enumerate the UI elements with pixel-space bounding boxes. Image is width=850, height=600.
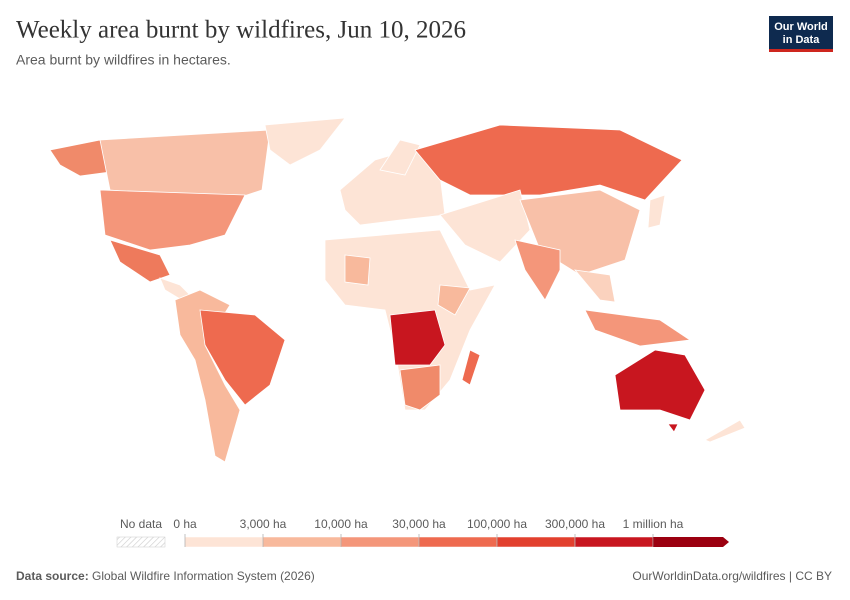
country xyxy=(461,349,481,386)
legend-bin xyxy=(574,536,654,548)
country xyxy=(704,419,746,443)
legend-label: 0 ha xyxy=(173,517,197,531)
legend-bin xyxy=(496,536,576,548)
country xyxy=(574,269,616,303)
title: Weekly area burnt by wildfires, Jun 10, … xyxy=(16,17,466,44)
legend-bin xyxy=(653,537,729,547)
legend-label: 10,000 ha xyxy=(314,517,368,531)
legend-bin xyxy=(340,536,420,548)
country xyxy=(344,254,371,286)
country xyxy=(99,129,271,201)
logo: Our World in Data xyxy=(769,16,833,52)
footer-link[interactable]: OurWorldinData.org/wildfires | CC BY xyxy=(632,569,832,583)
subtitle: Area burnt by wildfires in hectares. xyxy=(16,52,231,68)
country xyxy=(174,289,241,463)
country xyxy=(399,364,441,411)
country xyxy=(379,139,421,176)
legend-label: 100,000 ha xyxy=(467,517,527,531)
country xyxy=(49,139,111,177)
logo-text: in Data xyxy=(783,34,821,46)
source-label: Data source: xyxy=(16,569,89,583)
no-data-swatch xyxy=(116,536,166,548)
country xyxy=(584,309,692,347)
country xyxy=(647,194,666,229)
country xyxy=(99,189,246,251)
country xyxy=(667,423,679,433)
country xyxy=(514,239,561,301)
country xyxy=(199,309,286,406)
country xyxy=(614,349,706,421)
legend: No data 0 ha 3,000 ha 10,000 ha 30,000 ha 10… xyxy=(116,517,729,548)
legend-bin xyxy=(184,536,264,548)
legend-label: 30,000 ha xyxy=(392,517,446,531)
legend-bin xyxy=(418,536,498,548)
legend-label: 3,000 ha xyxy=(240,517,287,531)
legend-label: 300,000 ha xyxy=(545,517,605,531)
country xyxy=(264,117,346,166)
logo-box xyxy=(769,16,833,50)
source: Global Wildfire Information System (2026… xyxy=(92,569,315,583)
world-map xyxy=(49,117,746,463)
country xyxy=(414,124,683,201)
country xyxy=(437,284,471,316)
country xyxy=(389,309,446,366)
logo-stripe xyxy=(769,49,833,52)
country xyxy=(439,189,531,263)
logo-text: Our World xyxy=(774,21,828,33)
legend-label: No data xyxy=(120,517,162,531)
legend-label: 1 million ha xyxy=(623,517,684,531)
legend-bin xyxy=(262,536,342,548)
